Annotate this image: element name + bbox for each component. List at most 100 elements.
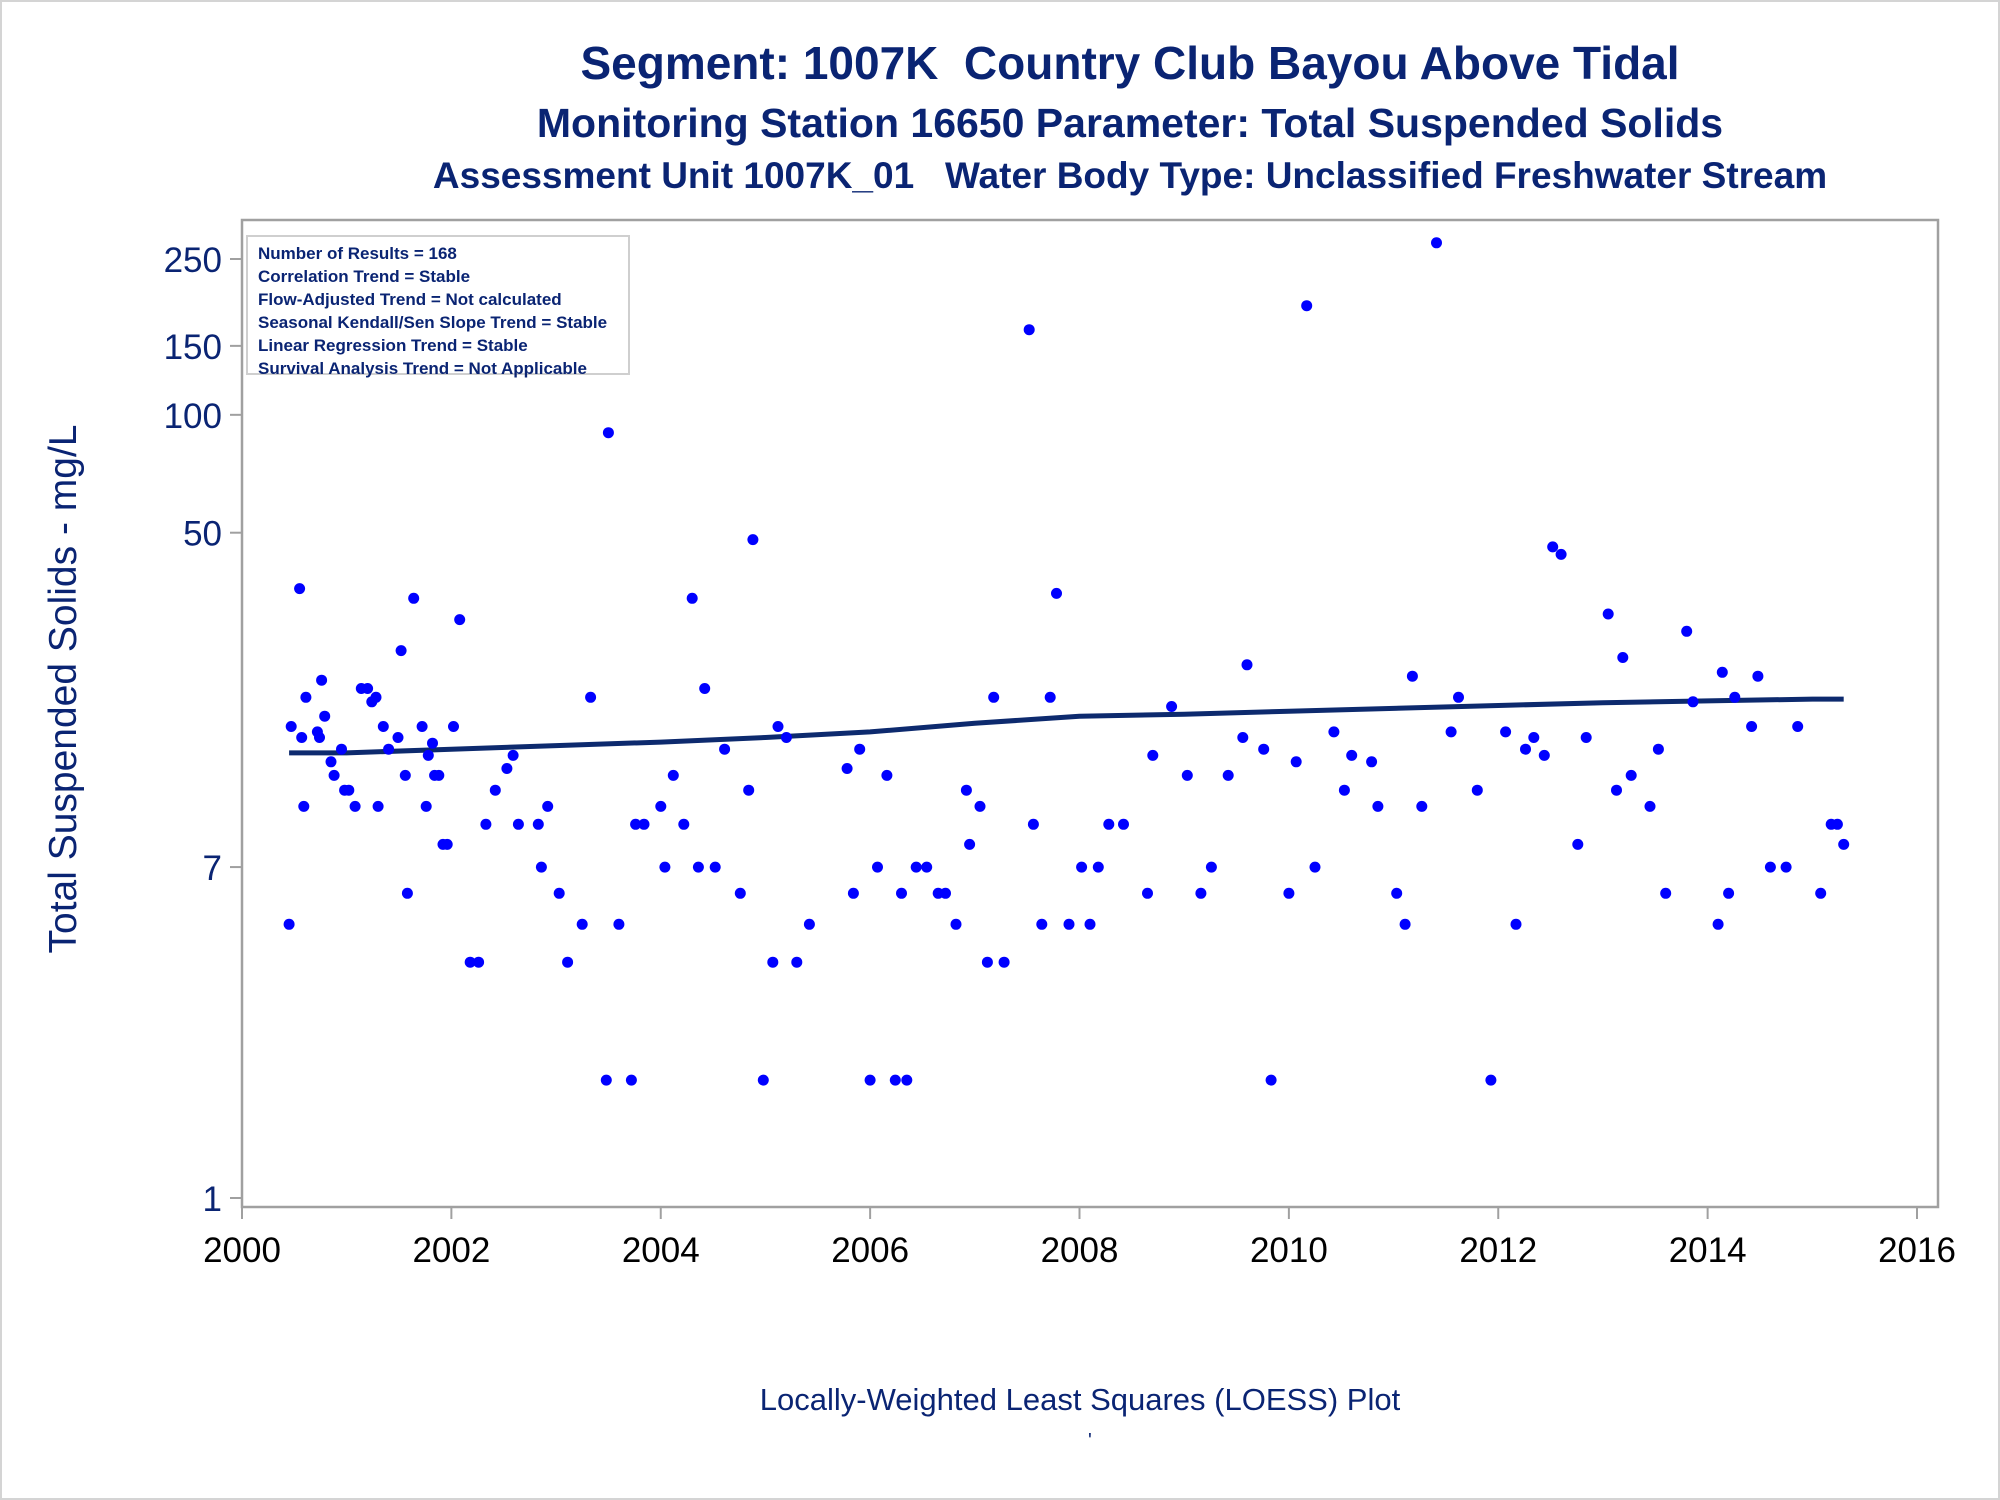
data-point (841, 763, 853, 774)
data-point (370, 691, 382, 703)
stat-seasonal-kendall-trend: Seasonal Kendall/Sen Slope Trend = Stabl… (258, 313, 608, 332)
data-point (1076, 861, 1088, 873)
data-point (600, 1074, 612, 1086)
data-point (316, 674, 328, 686)
data-point (1431, 237, 1442, 249)
data-point (585, 691, 597, 703)
data-point (1660, 887, 1672, 899)
data-point (1555, 548, 1567, 560)
x-tick-label: 2010 (1250, 1231, 1328, 1270)
data-point (638, 818, 650, 830)
data-point (489, 784, 501, 796)
data-point (772, 721, 784, 732)
data-point (433, 769, 445, 781)
loess-trend-line (289, 696, 1844, 756)
data-point (1023, 324, 1035, 336)
data-point (1815, 887, 1827, 899)
data-point (1142, 887, 1153, 899)
data-point (1528, 732, 1540, 743)
data-point (1471, 784, 1483, 796)
data-point (1406, 670, 1418, 682)
data-point (667, 769, 679, 781)
data-point (377, 721, 389, 732)
data-point (1366, 756, 1378, 768)
data-point (1445, 726, 1457, 738)
data-point (300, 691, 312, 703)
data-point (1051, 587, 1062, 599)
data-point (910, 861, 922, 873)
data-point (1520, 743, 1531, 755)
data-point (464, 956, 476, 968)
x-tick-label: 2000 (203, 1231, 281, 1270)
data-point (767, 956, 779, 968)
footnote: Locally-Weighted Least Squares (LOESS) P… (759, 1382, 1401, 1417)
statistics-legend-box: Number of Results = 168 Correlation Tren… (246, 235, 630, 378)
stat-survival-analysis-trend: Survival Analysis Trend = Not Applicable (258, 359, 587, 378)
data-point (1372, 800, 1384, 812)
data-point (950, 918, 962, 930)
data-point (1510, 918, 1522, 930)
data-point (780, 732, 792, 743)
data-point (454, 614, 466, 626)
chart-subtitle-2: Assessment Unit 1007K_01 Water Body Type… (432, 155, 1828, 196)
data-point (1752, 670, 1764, 682)
y-tick-label: 7 (203, 849, 222, 888)
data-point (659, 861, 671, 873)
data-point (1092, 861, 1104, 873)
data-point (1723, 887, 1735, 899)
data-point (1792, 721, 1804, 732)
data-point (576, 918, 588, 930)
data-point (896, 887, 907, 899)
data-point (1301, 300, 1313, 312)
stat-flow-adjusted-trend: Flow-Adjusted Trend = Not calculated (258, 290, 562, 309)
data-point (1166, 701, 1178, 712)
data-point (655, 800, 667, 812)
data-point (1181, 769, 1193, 781)
data-point (507, 749, 519, 761)
data-point (328, 769, 340, 781)
data-point (864, 1074, 876, 1086)
data-point (553, 887, 565, 899)
data-point (1147, 749, 1159, 761)
data-point (974, 800, 986, 812)
data-point (1346, 749, 1358, 761)
stat-correlation-trend: Correlation Trend = Stable (258, 267, 471, 286)
data-point (960, 784, 972, 796)
data-point (480, 818, 492, 830)
data-point (298, 800, 310, 812)
data-point (1328, 726, 1340, 738)
data-point (1258, 743, 1270, 755)
data-point (1309, 861, 1321, 873)
data-point (399, 769, 411, 781)
data-point (427, 737, 438, 749)
data-point (562, 956, 574, 968)
data-point (1652, 743, 1664, 755)
data-point (535, 861, 547, 873)
data-point (362, 683, 374, 694)
data-point (1681, 625, 1693, 637)
data-point (420, 800, 432, 812)
data-point (294, 583, 306, 595)
data-point (686, 592, 698, 604)
data-point (791, 956, 803, 968)
x-tick-label: 2004 (622, 1231, 700, 1270)
data-point (1453, 691, 1464, 703)
data-point (743, 784, 755, 796)
data-point (625, 1074, 637, 1086)
data-point (889, 1074, 901, 1086)
data-point (881, 769, 893, 781)
data-point (1644, 800, 1656, 812)
data-point (1391, 887, 1403, 899)
data-point (1746, 721, 1758, 732)
data-point (734, 887, 746, 899)
data-point (1118, 818, 1129, 830)
data-point (981, 956, 993, 968)
data-point (1729, 691, 1741, 703)
data-point (1265, 1074, 1277, 1086)
data-point (448, 721, 459, 732)
data-point (803, 918, 815, 930)
data-point (1205, 861, 1217, 873)
data-point (1547, 541, 1559, 553)
data-point (1602, 608, 1614, 620)
